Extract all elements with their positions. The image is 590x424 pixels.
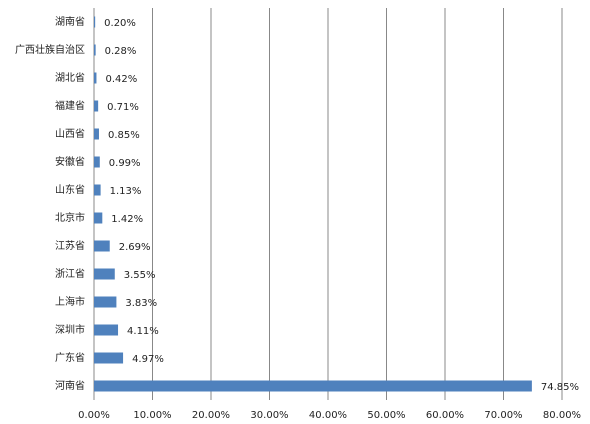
y-tick-label: 山东省 [55, 183, 85, 196]
value-label: 2.69% [119, 242, 151, 253]
x-tick-label: 70.00% [484, 410, 522, 421]
bar [94, 296, 117, 308]
bar [94, 268, 115, 280]
bar [94, 352, 124, 364]
value-label: 1.13% [110, 186, 142, 197]
value-label: 74.85% [541, 382, 579, 393]
value-label: 0.99% [109, 158, 141, 169]
y-tick-label: 安徽省 [55, 155, 85, 168]
bar [94, 72, 97, 84]
bar [94, 16, 96, 28]
bar [94, 324, 119, 336]
bar [94, 100, 99, 112]
x-tick-label: 30.00% [250, 410, 288, 421]
y-tick-label: 广东省 [55, 351, 85, 364]
x-tick-label: 50.00% [367, 410, 405, 421]
value-label: 3.55% [124, 270, 156, 281]
bar [94, 240, 110, 252]
x-tick-label: 0.00% [78, 410, 110, 421]
x-tick-label: 80.00% [543, 410, 581, 421]
y-tick-label: 湖南省 [55, 15, 85, 28]
y-tick-label: 湖北省 [55, 71, 85, 84]
y-tick-label: 广西壮族自治区 [15, 43, 85, 56]
bar [94, 128, 99, 140]
value-label: 0.71% [107, 102, 139, 113]
bar [94, 380, 532, 392]
value-label: 0.20% [104, 18, 136, 29]
bar [94, 156, 100, 168]
y-tick-label: 深圳市 [55, 323, 85, 336]
value-label: 1.42% [111, 214, 143, 225]
y-tick-label: 山西省 [55, 127, 85, 140]
value-label: 4.11% [127, 326, 159, 337]
y-tick-label: 福建省 [55, 99, 85, 112]
y-tick-label: 上海市 [55, 295, 85, 308]
value-label: 3.83% [125, 298, 157, 309]
value-label: 4.97% [132, 354, 164, 365]
x-tick-label: 60.00% [426, 410, 464, 421]
value-label: 0.28% [105, 46, 137, 57]
value-label: 0.42% [105, 74, 137, 85]
bar [94, 184, 101, 196]
y-tick-label: 北京市 [55, 211, 85, 224]
y-tick-label: 河南省 [55, 379, 85, 392]
bar [94, 212, 103, 224]
x-tick-label: 20.00% [192, 410, 230, 421]
x-tick-label: 40.00% [309, 410, 347, 421]
y-tick-label: 江苏省 [55, 239, 85, 252]
x-tick-label: 10.00% [133, 410, 171, 421]
value-label: 0.85% [108, 130, 140, 141]
bar [94, 44, 96, 56]
y-tick-label: 浙江省 [55, 267, 85, 280]
